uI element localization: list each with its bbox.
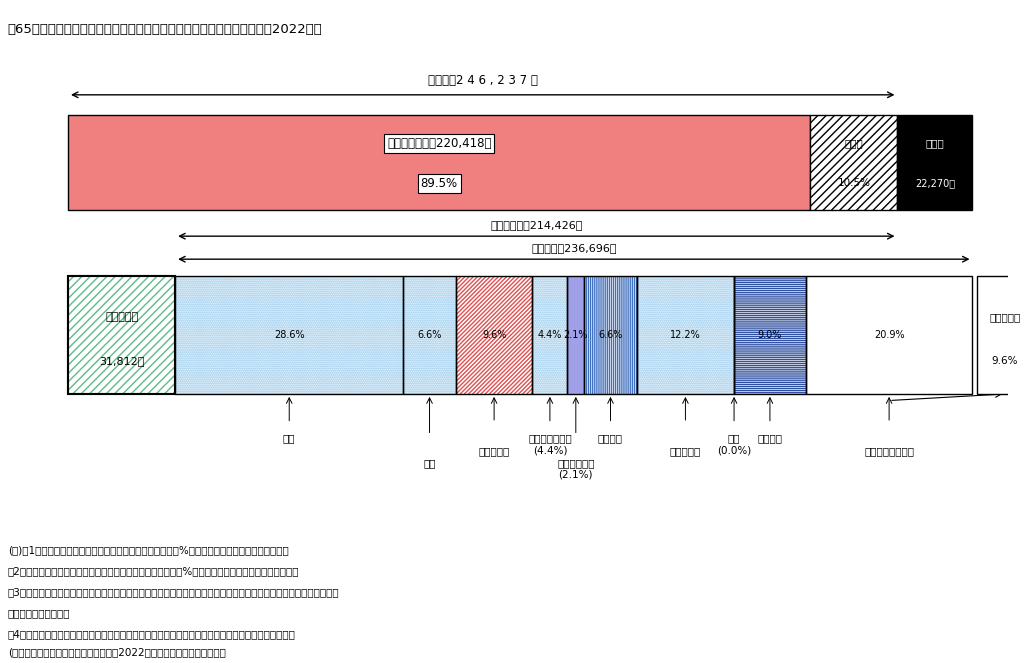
Text: 9.6%: 9.6% xyxy=(482,330,506,339)
Bar xyxy=(68,276,175,394)
Text: 89.5%: 89.5% xyxy=(421,176,458,190)
Bar xyxy=(456,276,532,394)
Text: 4.4%: 4.4% xyxy=(538,330,562,339)
Text: 教育
(0.0%): 教育 (0.0%) xyxy=(717,434,752,455)
Bar xyxy=(734,276,806,394)
Text: 2.1%: 2.1% xyxy=(563,330,588,339)
Text: 被服及び履物
(2.1%): 被服及び履物 (2.1%) xyxy=(557,458,595,480)
Text: 住居: 住居 xyxy=(423,458,436,468)
Bar xyxy=(68,276,175,394)
Bar xyxy=(584,276,637,394)
Bar xyxy=(456,276,532,394)
Bar xyxy=(403,276,456,394)
Text: 9.0%: 9.0% xyxy=(758,330,782,339)
Text: 消費支出　236,696円: 消費支出 236,696円 xyxy=(531,243,616,253)
Bar xyxy=(403,276,456,394)
Text: 保健医療: 保健医療 xyxy=(598,434,623,444)
Text: (出典：家計調査年報（家計収支編）　2022年（令和４年）結果の概要）: (出典：家計調査年報（家計収支編） 2022年（令和４年）結果の概要） xyxy=(8,647,225,657)
Bar xyxy=(68,115,810,210)
Bar xyxy=(806,276,973,394)
Bar xyxy=(567,276,584,394)
Text: 非消費支出: 非消費支出 xyxy=(105,312,138,322)
Text: 4　図中の「不足分」とは、「実収入」と、「消費支出」及び「非消費支出」の計との差額である。: 4 図中の「不足分」とは、「実収入」と、「消費支出」及び「非消費支出」の計との差… xyxy=(8,629,296,639)
Bar xyxy=(584,276,637,394)
Text: (注)　1　図中の「社会保障給付」及び「その他」の割合（%）は、実収入に占める割合である。: (注) 1 図中の「社会保障給付」及び「その他」の割合（%）は、実収入に占める割… xyxy=(8,545,289,555)
Text: 3　図中の「消費支出」のうち、他の世帯への贈答品やサービスの支出は、「その他の消費支出」の「うち交際費」: 3 図中の「消費支出」のうち、他の世帯への贈答品やサービスの支出は、「その他の消… xyxy=(8,587,339,597)
Bar xyxy=(897,115,973,210)
Text: 12.2%: 12.2% xyxy=(670,330,700,339)
Bar xyxy=(567,276,584,394)
Bar xyxy=(175,276,403,394)
Text: 31,812円: 31,812円 xyxy=(99,356,144,366)
Text: 不足分: 不足分 xyxy=(926,138,944,148)
Text: 9.6%: 9.6% xyxy=(992,356,1018,366)
Text: 28.6%: 28.6% xyxy=(273,330,304,339)
Text: 、65歳以上の夫婦のみの無職世帯（夫婦高齢者無職世帯）の家計収支　2022年」: 、65歳以上の夫婦のみの無職世帯（夫婦高齢者無職世帯）の家計収支 2022年」 xyxy=(8,23,323,36)
Bar xyxy=(637,276,734,394)
Text: 社会保障給付　220,418円: 社会保障給付 220,418円 xyxy=(387,137,492,150)
Bar xyxy=(637,276,734,394)
Bar xyxy=(532,276,567,394)
Bar xyxy=(532,276,567,394)
Text: 食料: 食料 xyxy=(283,434,296,444)
Bar xyxy=(68,276,175,394)
Text: 家具・家事用品
(4.4%): 家具・家事用品 (4.4%) xyxy=(528,434,571,455)
Text: 22,270円: 22,270円 xyxy=(914,178,955,188)
Text: 光熱・水道: 光熱・水道 xyxy=(478,446,510,456)
Text: 10.5%: 10.5% xyxy=(838,178,870,188)
Text: 6.6%: 6.6% xyxy=(418,330,441,339)
Text: 2　図中の「食料」から「その他の消費支出」までの割合（%）は、消費支出に占める割合である。: 2 図中の「食料」から「その他の消費支出」までの割合（%）は、消費支出に占める割… xyxy=(8,566,299,576)
Bar xyxy=(810,115,897,210)
Text: に含まれている。: に含まれている。 xyxy=(8,608,71,619)
Text: その他: その他 xyxy=(845,138,863,148)
Bar xyxy=(734,276,806,394)
Bar xyxy=(806,276,973,394)
Text: その他の消費支出: その他の消費支出 xyxy=(864,446,914,456)
Text: 交通・通信: 交通・通信 xyxy=(670,446,701,456)
Text: 可処分所得　214,426円: 可処分所得 214,426円 xyxy=(490,219,583,229)
Text: うち交際費: うち交際費 xyxy=(989,312,1021,322)
Text: 実収入　2 4 6 , 2 3 7 円: 実収入 2 4 6 , 2 3 7 円 xyxy=(428,74,538,87)
Text: 20.9%: 20.9% xyxy=(873,330,904,339)
Bar xyxy=(175,276,403,394)
Text: 6.6%: 6.6% xyxy=(598,330,623,339)
Text: 教養娯楽: 教養娯楽 xyxy=(758,434,782,444)
Bar xyxy=(978,276,1024,394)
